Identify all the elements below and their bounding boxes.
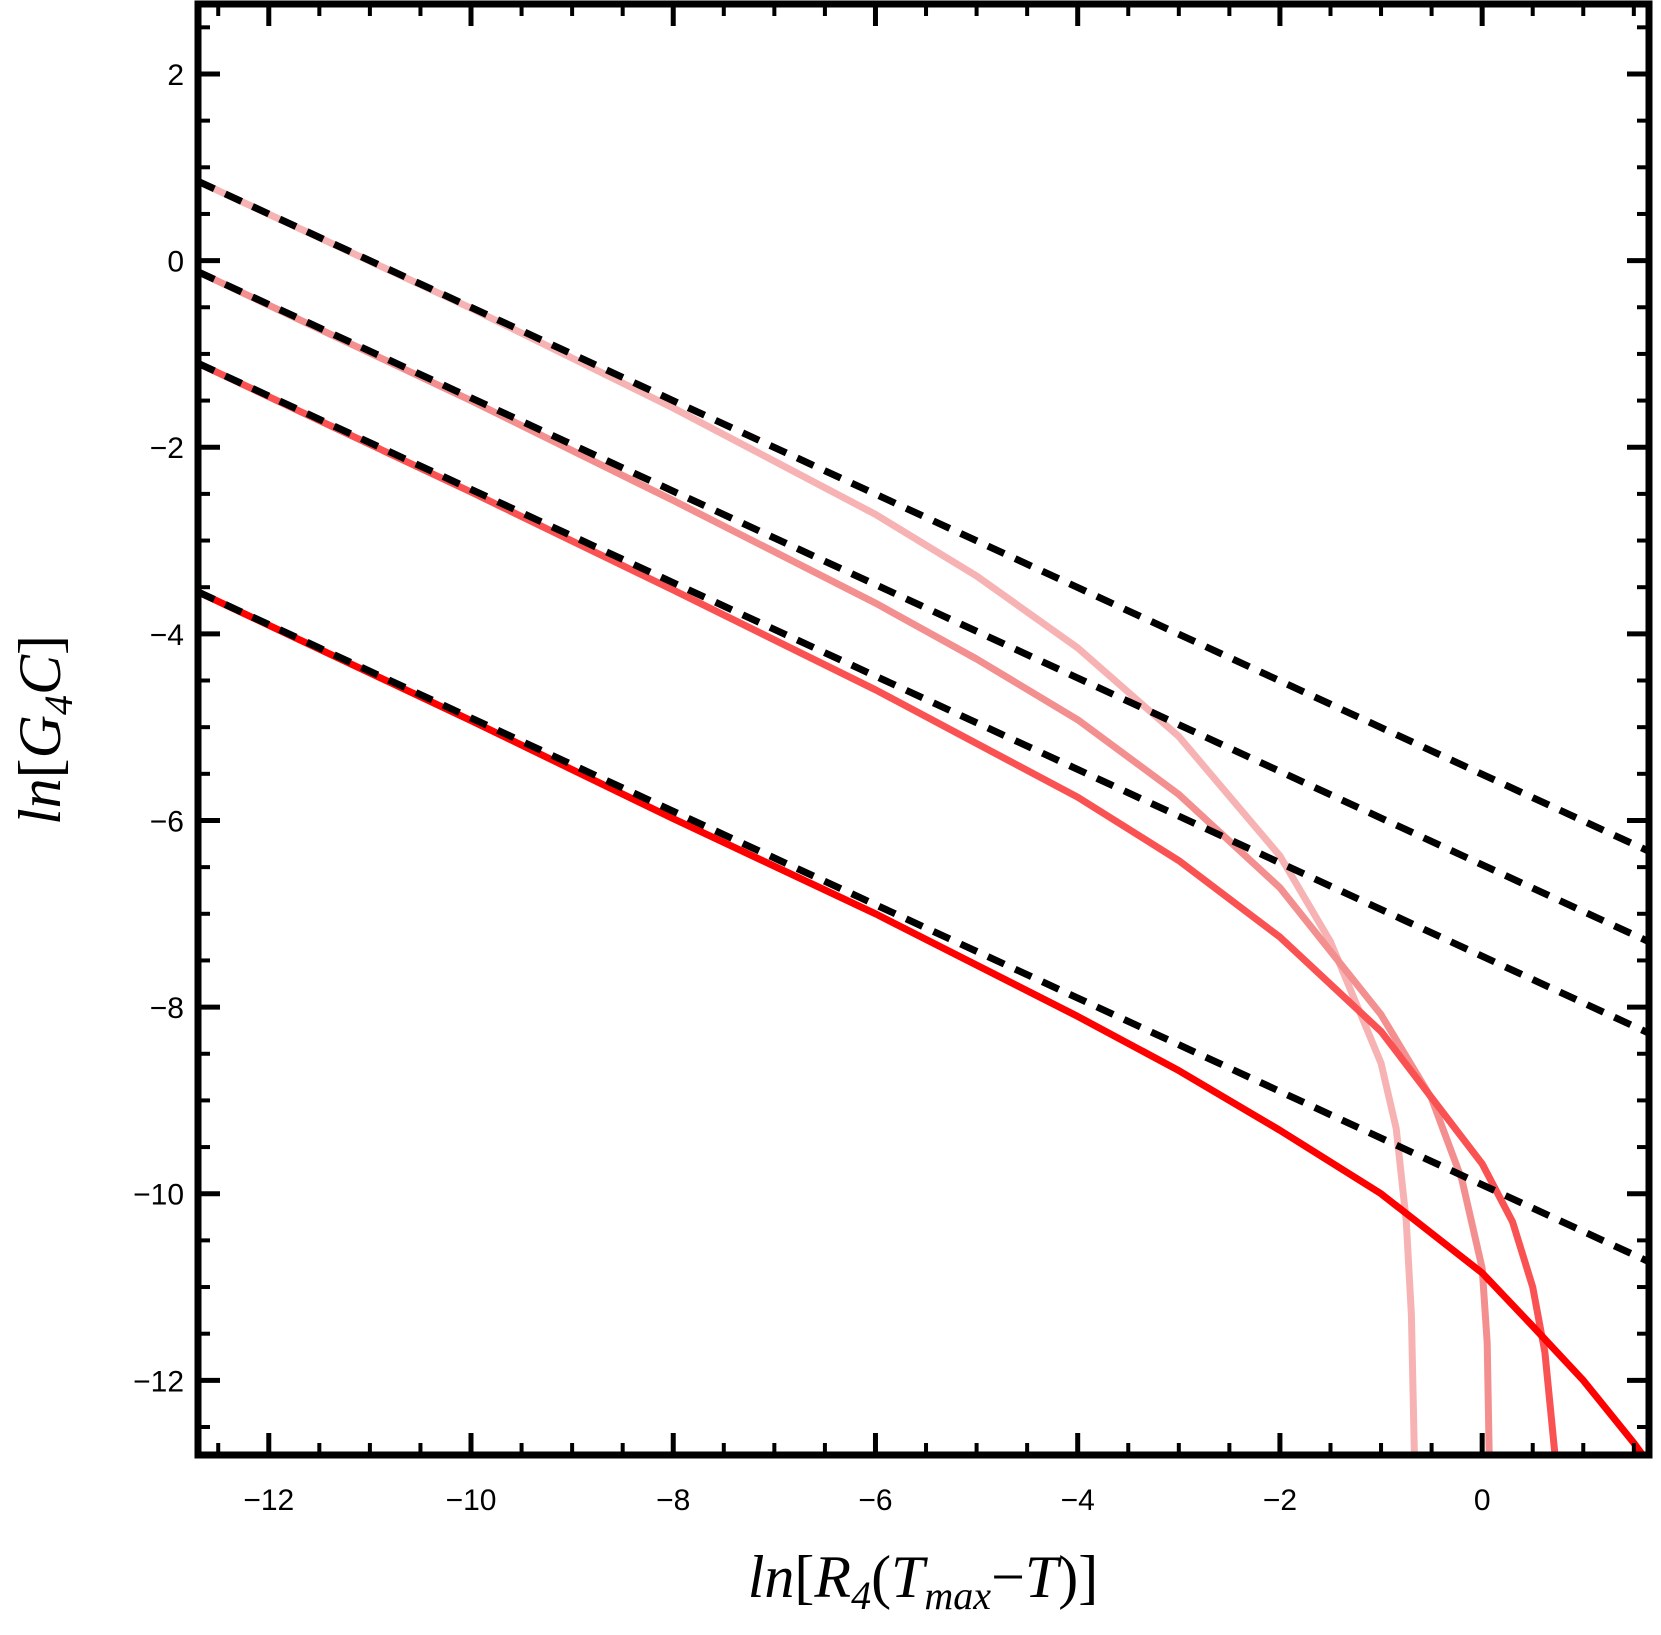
y-tick-label: −2 (150, 432, 184, 465)
x-tick-label: −4 (1061, 1484, 1095, 1517)
y-tick-label: −8 (150, 992, 184, 1025)
y-tick-label: −12 (133, 1365, 184, 1398)
x-tick-label: −12 (243, 1484, 294, 1517)
asymptote-line-7 (198, 588, 1649, 1265)
tick-label-layer: −12 −10 −8 −6 −4 −2 0 2 0 −2 −4 −6 −8 −10 −12 (133, 59, 1490, 1517)
x-tick-label: 0 (1474, 1484, 1491, 1517)
curve-2 (198, 360, 1559, 1455)
x-tick-label: −6 (858, 1484, 892, 1517)
y-tick-label: −10 (133, 1179, 184, 1212)
asymptote-line-6 (198, 360, 1649, 1037)
x-axis-title: ln[R4(Tmax−T)] (748, 1544, 1099, 1618)
plot-frame (194, 0, 1653, 1459)
curve-0 (198, 178, 1418, 1455)
curve-1 (198, 268, 1493, 1455)
curve-3 (198, 588, 1647, 1455)
asymptote-line-5 (198, 268, 1649, 945)
x-tick-label: −10 (446, 1484, 497, 1517)
x-tick-label: −2 (1263, 1484, 1297, 1517)
series-layer (198, 178, 1649, 1455)
y-tick-label: −6 (150, 805, 184, 838)
y-axis-title: ln[G4C] (7, 635, 81, 825)
y-tick-label: −4 (150, 619, 184, 652)
x-tick-label: −8 (656, 1484, 690, 1517)
y-tick-label: 2 (167, 59, 184, 92)
asymptote-line-4 (198, 178, 1649, 855)
y-tick-label: 0 (167, 246, 184, 279)
